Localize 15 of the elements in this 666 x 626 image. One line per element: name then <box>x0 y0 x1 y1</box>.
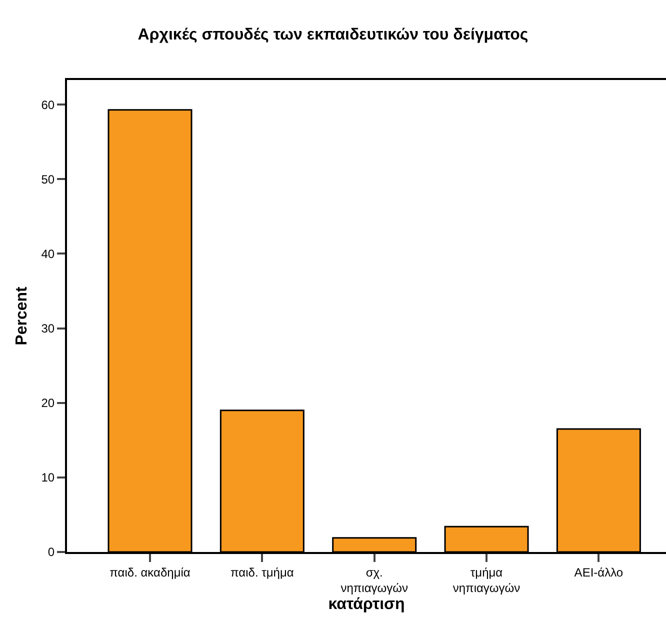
y-tick-label: 60 <box>41 98 55 112</box>
x-tick-label: σχ. νηπιαγωγών <box>340 565 408 595</box>
y-tick-label: 40 <box>41 246 55 261</box>
x-tick-label: παιδ. ακαδημία <box>110 565 190 580</box>
x-tick-label: τμήμα νηπιαγωγών <box>452 565 520 595</box>
x-tick-label: παιδ. τμήμα <box>230 565 294 580</box>
x-tick-label: ΑΕΙ-άλλο <box>574 565 624 580</box>
y-axis-title: Percent <box>14 286 31 346</box>
y-tick-label: 20 <box>41 396 55 410</box>
y-tick-label: 30 <box>41 322 55 336</box>
y-tick-label: 50 <box>41 172 55 186</box>
x-axis-title: κατάρτιση <box>328 596 405 614</box>
chart-title: Αρχικές σπουδές των εκπαιδευτικών του δείγματος <box>138 26 528 44</box>
y-tick-label: 10 <box>41 470 55 485</box>
y-tick-label: 0 <box>48 545 55 560</box>
